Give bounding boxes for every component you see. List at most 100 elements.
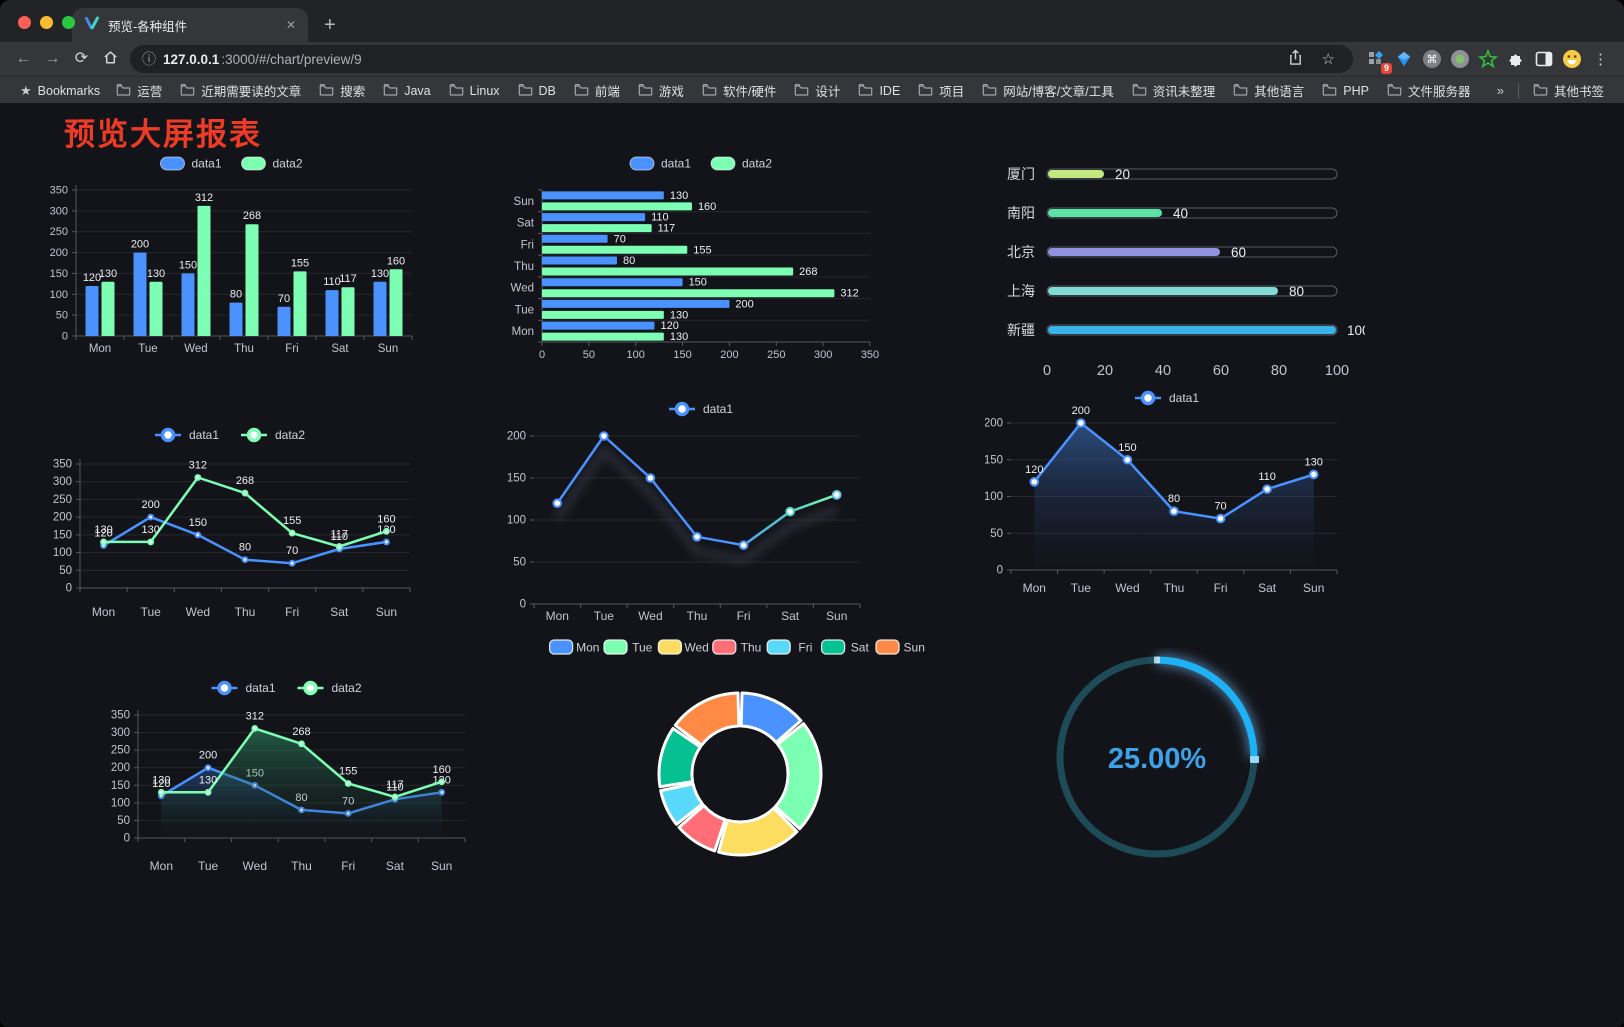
svg-text:200: 200 xyxy=(50,247,68,259)
bookmarks-overflow-icon[interactable]: » xyxy=(1496,83,1504,98)
svg-text:312: 312 xyxy=(189,459,207,471)
svg-text:Sun: Sun xyxy=(376,605,397,619)
svg-text:350: 350 xyxy=(50,185,68,197)
svg-text:130: 130 xyxy=(152,774,170,786)
svg-text:data1: data1 xyxy=(189,428,219,442)
svg-text:130: 130 xyxy=(670,331,688,343)
window-minimize-button[interactable] xyxy=(40,16,53,29)
svg-text:data2: data2 xyxy=(742,157,772,171)
svg-text:data1: data1 xyxy=(191,157,221,171)
svg-text:250: 250 xyxy=(50,226,68,238)
extension-green-star-icon[interactable] xyxy=(1475,46,1501,72)
progress-bar-chart: 厦门 20 南阳 40 北京 60 上海 80 新疆 100 0 20 40 60 80 100 xyxy=(993,156,1370,391)
site-info-icon[interactable]: ⓘ xyxy=(142,51,156,67)
bookmark-folder[interactable]: 其他语言 xyxy=(1225,79,1312,102)
share-icon[interactable] xyxy=(1282,48,1309,70)
svg-text:350: 350 xyxy=(111,710,130,722)
svg-text:300: 300 xyxy=(814,349,832,361)
bookmark-folder[interactable]: DB xyxy=(510,81,564,101)
extension-gem-icon[interactable] xyxy=(1391,46,1417,72)
svg-text:200: 200 xyxy=(735,298,753,310)
svg-text:110: 110 xyxy=(1258,471,1276,483)
bookmark-folder-list: 运营 近期需要读的文章 搜索 Java Linux DB 前端 游戏 软件/硬件 设计 IDE 项目 网… xyxy=(108,79,1478,102)
other-bookmarks-folder[interactable]: 其他书签 xyxy=(1525,79,1612,102)
svg-text:130: 130 xyxy=(670,190,688,202)
svg-text:312: 312 xyxy=(195,192,213,204)
svg-text:60: 60 xyxy=(1213,363,1229,379)
bookmark-folder[interactable]: 软件/硬件 xyxy=(694,79,784,102)
svg-text:80: 80 xyxy=(1289,284,1304,299)
svg-text:200: 200 xyxy=(720,349,738,361)
bookmark-folder[interactable]: Linux xyxy=(441,81,508,101)
bookmark-folder[interactable]: 设计 xyxy=(786,79,848,102)
svg-text:Mon: Mon xyxy=(512,326,534,338)
svg-text:Mon: Mon xyxy=(1023,581,1046,595)
extension-command-icon[interactable]: ⌘ xyxy=(1419,46,1445,72)
svg-text:Thu: Thu xyxy=(741,641,762,655)
bookmark-star-icon[interactable]: ☆ xyxy=(1321,51,1335,68)
bookmarks-manager-item[interactable]: ★ Bookmarks xyxy=(12,81,108,101)
bookmark-folder[interactable]: 网站/博客/文章/工具 xyxy=(974,79,1121,102)
page-title: 预览大屏报表 xyxy=(64,117,262,152)
window-zoom-button[interactable] xyxy=(62,16,75,29)
extension-badge: 9 xyxy=(1380,63,1392,74)
bookmark-folder[interactable]: Java xyxy=(375,81,438,101)
bookmark-folder[interactable]: 搜索 xyxy=(311,79,373,102)
bookmark-folder[interactable]: IDE xyxy=(850,81,908,101)
svg-text:130: 130 xyxy=(99,268,117,280)
svg-text:130: 130 xyxy=(199,774,217,786)
bookmark-folder[interactable]: 项目 xyxy=(910,79,972,102)
svg-text:312: 312 xyxy=(246,710,264,722)
tab-close-icon[interactable]: ✕ xyxy=(285,18,296,32)
svg-text:160: 160 xyxy=(377,513,395,525)
svg-text:50: 50 xyxy=(583,349,595,361)
bookmark-folder[interactable]: 前端 xyxy=(566,79,628,102)
new-tab-button[interactable]: + xyxy=(324,14,336,36)
svg-text:250: 250 xyxy=(53,494,72,506)
svg-text:Fri: Fri xyxy=(341,859,355,873)
svg-text:120: 120 xyxy=(83,272,101,284)
home-icon[interactable] xyxy=(97,49,124,70)
bookmark-label: 网站/博客/文章/工具 xyxy=(1003,85,1114,99)
svg-text:50: 50 xyxy=(117,815,130,827)
bookmark-folder[interactable]: 运营 xyxy=(108,79,170,102)
svg-text:Mon: Mon xyxy=(150,859,173,873)
extension-record-icon[interactable] xyxy=(1447,46,1473,72)
sidebar-toggle-icon[interactable] xyxy=(1531,46,1557,72)
emoji-extension-icon[interactable] xyxy=(1559,46,1585,72)
extension-puzzle-icon[interactable] xyxy=(1503,46,1529,72)
svg-text:data1: data1 xyxy=(661,157,691,171)
svg-text:150: 150 xyxy=(673,349,691,361)
svg-text:268: 268 xyxy=(292,726,310,738)
bookmark-folder[interactable]: 资讯未整理 xyxy=(1124,79,1224,102)
svg-text:250: 250 xyxy=(767,349,785,361)
reload-icon[interactable]: ⟳ xyxy=(74,50,89,67)
svg-text:200: 200 xyxy=(142,499,160,511)
svg-text:data1: data1 xyxy=(703,402,733,416)
forward-icon[interactable]: → xyxy=(44,50,61,67)
bookmark-folder[interactable]: PHP xyxy=(1314,81,1377,101)
folder-icon xyxy=(1233,83,1248,99)
browser-tab[interactable]: 预览-各种组件 ✕ xyxy=(72,8,308,42)
browser-menu-icon[interactable]: ⋮ xyxy=(1593,51,1608,68)
url-bar[interactable]: ⓘ 127.0.0.1:3000/#/chart/preview/9 ☆ xyxy=(130,45,1353,73)
horizontal-bar-chart: 0 50 100 150 200 250 300 350 Sun 130 160 Sat 110 117 F… xyxy=(502,150,902,368)
window-close-button[interactable] xyxy=(18,16,31,29)
svg-text:300: 300 xyxy=(111,727,130,739)
svg-text:200: 200 xyxy=(985,418,1003,430)
bookmarks-label: Bookmarks xyxy=(37,83,101,98)
bookmark-folder[interactable]: 近期需要读的文章 xyxy=(172,79,309,102)
svg-text:150: 150 xyxy=(53,529,72,541)
folder-icon xyxy=(1387,83,1402,99)
back-icon[interactable]: ← xyxy=(15,50,32,67)
svg-text:Fri: Fri xyxy=(1214,581,1228,595)
bookmark-folder[interactable]: 文件服务器 xyxy=(1379,79,1479,102)
folder-icon xyxy=(918,83,933,99)
svg-text:100: 100 xyxy=(1325,363,1349,379)
svg-text:110: 110 xyxy=(323,276,341,288)
svg-text:0: 0 xyxy=(520,599,526,611)
svg-text:110: 110 xyxy=(331,531,349,543)
svg-text:117: 117 xyxy=(339,273,357,285)
bookmark-folder[interactable]: 游戏 xyxy=(630,79,692,102)
extension-grid-icon[interactable]: 9 xyxy=(1363,46,1392,74)
